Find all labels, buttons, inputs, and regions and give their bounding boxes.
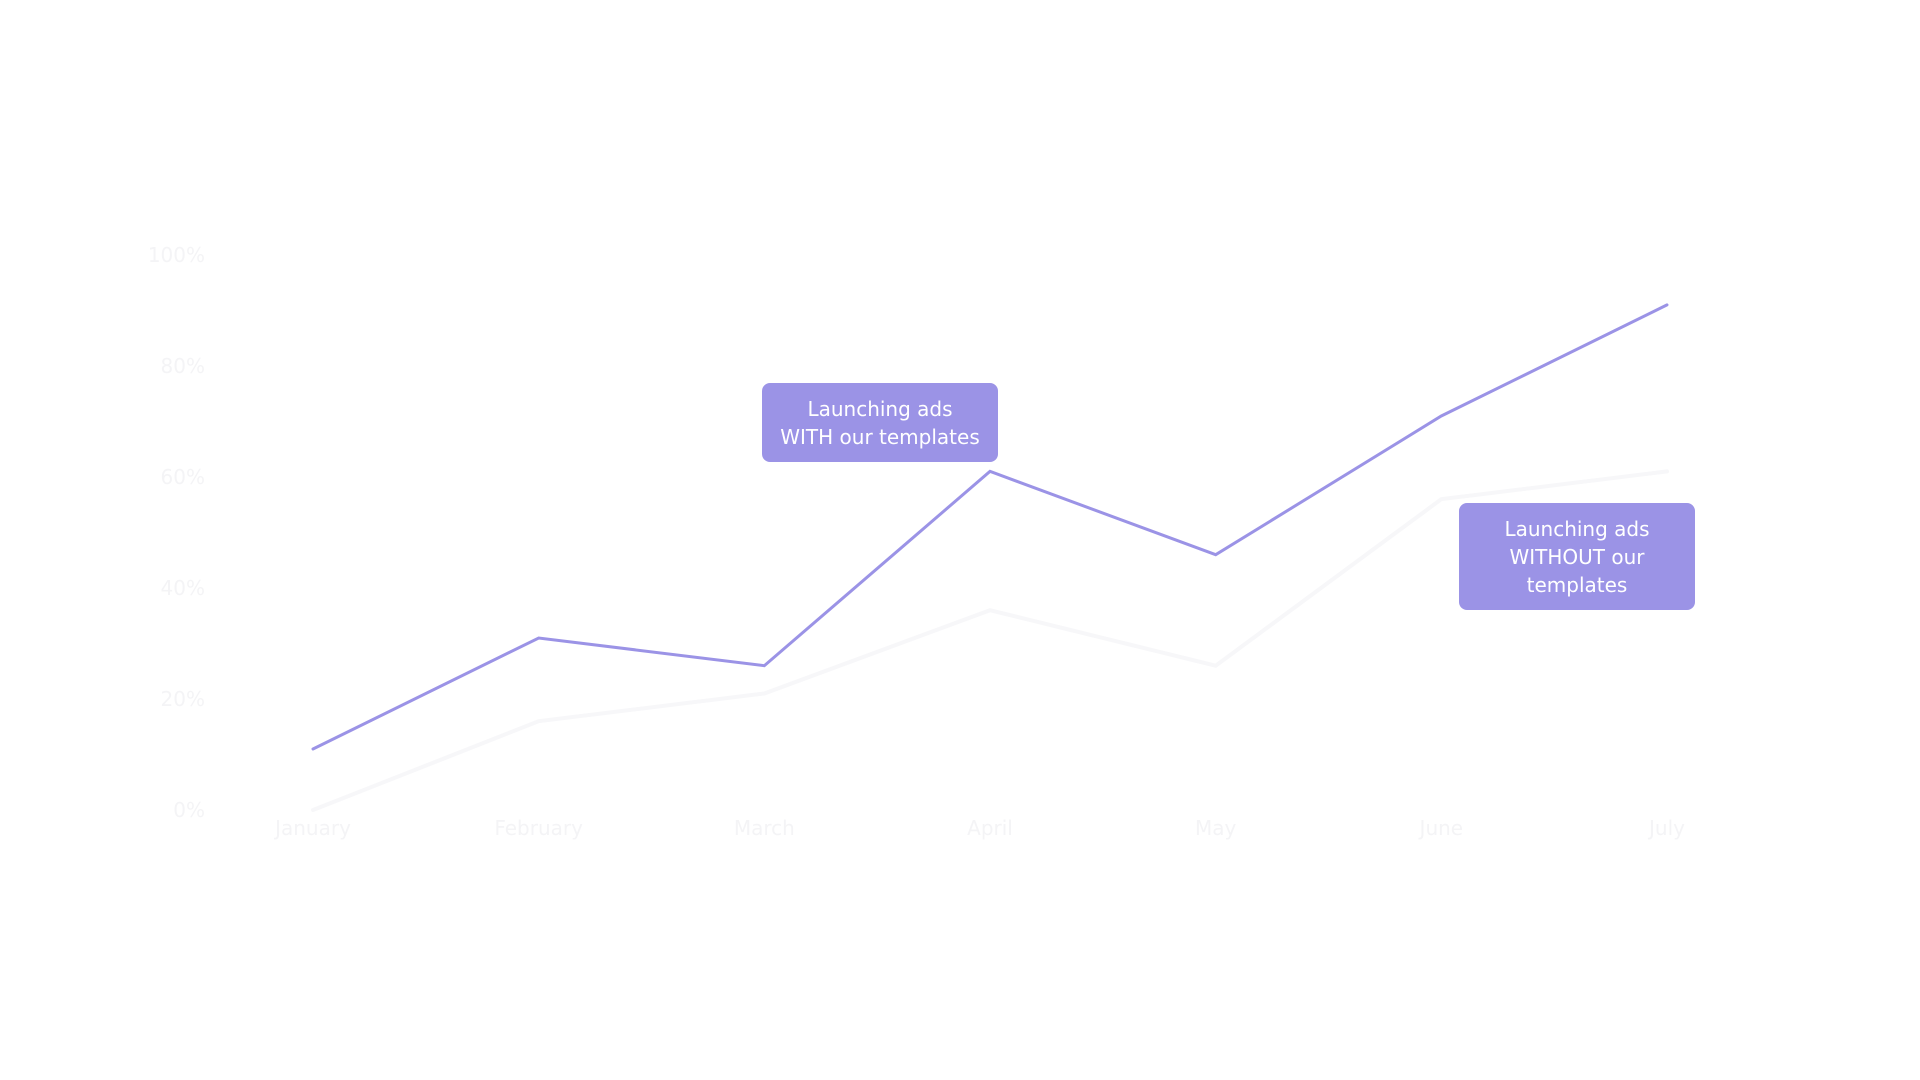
data-point-with (1214, 553, 1218, 557)
x-tick-label: June (1418, 816, 1464, 840)
x-tick-label: May (1195, 816, 1237, 840)
data-point-without (988, 608, 992, 612)
y-axis-labels: 0% 20% 40% 60% 80% 100% (148, 243, 205, 822)
y-tick-label: 80% (161, 354, 205, 378)
data-point-without (1665, 469, 1669, 473)
data-point-with (1665, 303, 1669, 307)
y-tick-label: 100% (148, 243, 205, 267)
data-point-with (1439, 414, 1443, 418)
annotation-with-templates: Launching ads WITH our templates (762, 383, 998, 462)
y-tick-label: 40% (161, 576, 205, 600)
series-layer (311, 303, 1669, 812)
data-point-without (537, 719, 541, 723)
data-point-with (311, 747, 315, 751)
data-point-without (1439, 497, 1443, 501)
data-point-without (1214, 664, 1218, 668)
data-point-with (762, 664, 766, 668)
series-line-without (311, 469, 1669, 812)
data-point-with (537, 636, 541, 640)
data-point-with (988, 469, 992, 473)
x-tick-label: January (273, 816, 351, 840)
x-tick-label: April (967, 816, 1013, 840)
y-tick-label: 0% (173, 798, 205, 822)
series-line-with (311, 303, 1669, 751)
annotation-without-templates: Launching ads WITHOUT our templates (1459, 503, 1695, 610)
data-point-without (311, 808, 315, 812)
y-tick-label: 60% (161, 465, 205, 489)
x-tick-label: February (494, 816, 583, 840)
x-tick-label: March (734, 816, 795, 840)
y-tick-label: 20% (161, 687, 205, 711)
x-tick-label: July (1647, 816, 1685, 840)
data-point-without (762, 691, 766, 695)
x-axis-labels: January February March April May June July (273, 816, 1685, 840)
